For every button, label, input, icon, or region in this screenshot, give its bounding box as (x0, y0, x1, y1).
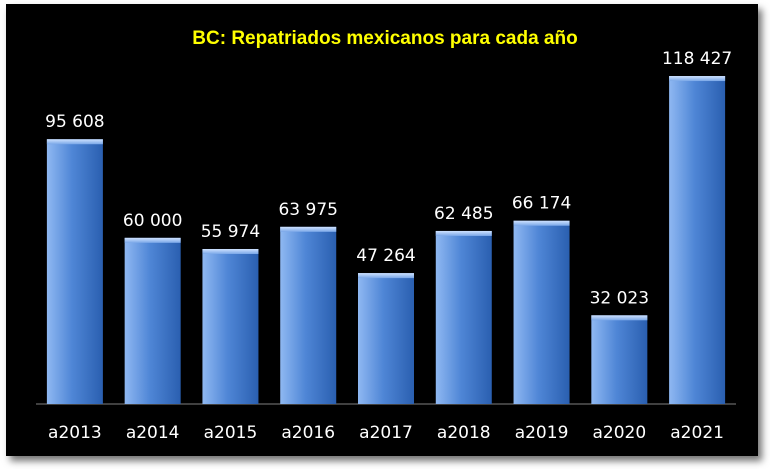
value-label-a2021: 118 427 (662, 49, 732, 69)
category-label-a2018: a2018 (437, 423, 491, 443)
value-label-a2016: 63 975 (278, 200, 337, 220)
bar-a2017 (358, 273, 414, 404)
bar-top-highlight-a2013 (46, 139, 103, 145)
value-label-a2017: 47 264 (356, 246, 415, 266)
bar-a2021 (669, 76, 726, 404)
bar-top-highlight-a2017 (358, 273, 414, 279)
value-label-a2020: 32 023 (590, 288, 649, 308)
bar-a2020 (591, 315, 648, 404)
bar-a2013 (46, 139, 103, 404)
bar-top-highlight-a2018 (435, 230, 492, 236)
bar-top-highlight-a2019 (513, 220, 570, 226)
bar-top-highlight-a2021 (669, 76, 726, 82)
bars-group (46, 76, 726, 404)
value-label-a2014: 60 000 (123, 211, 182, 231)
category-labels-group: a2013 a2014 a2015 a2016 a2017 a2018 a2019 a2020… (48, 423, 724, 443)
value-label-a2018: 62 485 (434, 204, 493, 224)
chart-title: BC: Repatriados mexicanos para cada año (192, 28, 577, 49)
bar-a2018 (435, 230, 492, 404)
category-label-a2019: a2019 (515, 423, 569, 443)
bar-a2016 (280, 226, 337, 404)
value-label-a2013: 95 608 (45, 112, 104, 132)
bar-top-highlight-a2020 (591, 315, 648, 321)
bar-top-highlight-a2016 (280, 226, 337, 232)
bar-a2015 (202, 248, 259, 404)
category-label-a2021: a2021 (670, 423, 724, 443)
category-label-a2017: a2017 (359, 423, 413, 443)
category-label-a2020: a2020 (592, 423, 646, 443)
bar-top-highlight-a2015 (202, 248, 259, 254)
value-label-a2015: 55 974 (201, 222, 260, 242)
value-label-a2019: 66 174 (512, 194, 571, 214)
bar-top-highlight-a2014 (124, 237, 181, 243)
bar-a2019 (513, 220, 570, 404)
category-label-a2013: a2013 (48, 423, 102, 443)
category-label-a2015: a2015 (204, 423, 258, 443)
category-label-a2016: a2016 (281, 423, 335, 443)
bar-a2014 (124, 237, 181, 404)
value-labels-group: 95 608 60 000 55 974 63 975 47 264 62 485 66 1… (45, 49, 732, 308)
category-label-a2014: a2014 (126, 423, 180, 443)
